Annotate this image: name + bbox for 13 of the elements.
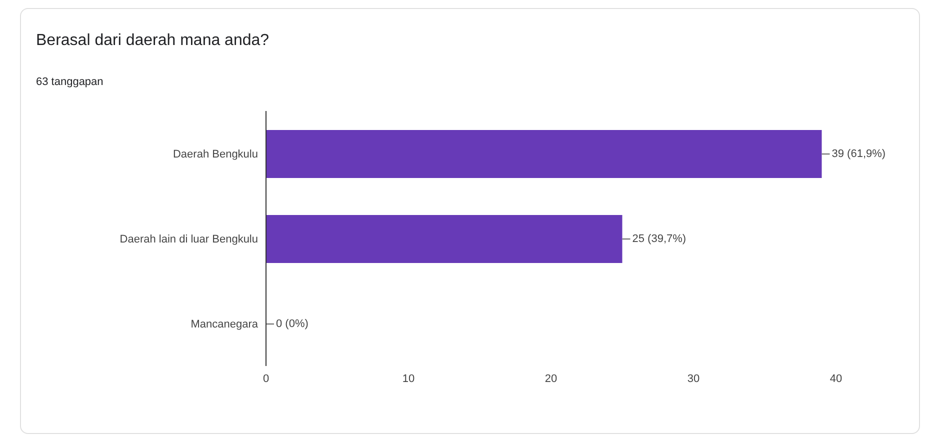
- chart-title: Berasal dari daerah mana anda?: [36, 32, 270, 50]
- data-label: 0 (0%): [276, 318, 308, 330]
- data-label: 25 (39,7%): [632, 233, 686, 245]
- y-tick-label: Daerah Bengkulu: [172, 148, 258, 160]
- y-tick-label: Daerah lain di luar Bengkulu: [120, 233, 258, 246]
- x-tick-label: 40: [830, 372, 842, 385]
- data-label: 39 (61,9%): [832, 148, 886, 160]
- text: 63 tanggapan: [36, 76, 104, 88]
- x-tick-label: 10: [402, 372, 415, 385]
- y-tick-label: Mancanegara: [190, 318, 259, 330]
- x-tick-label: 0: [262, 372, 270, 385]
- x-tick-label: 20: [544, 372, 558, 385]
- x-tick-label: 30: [687, 372, 700, 385]
